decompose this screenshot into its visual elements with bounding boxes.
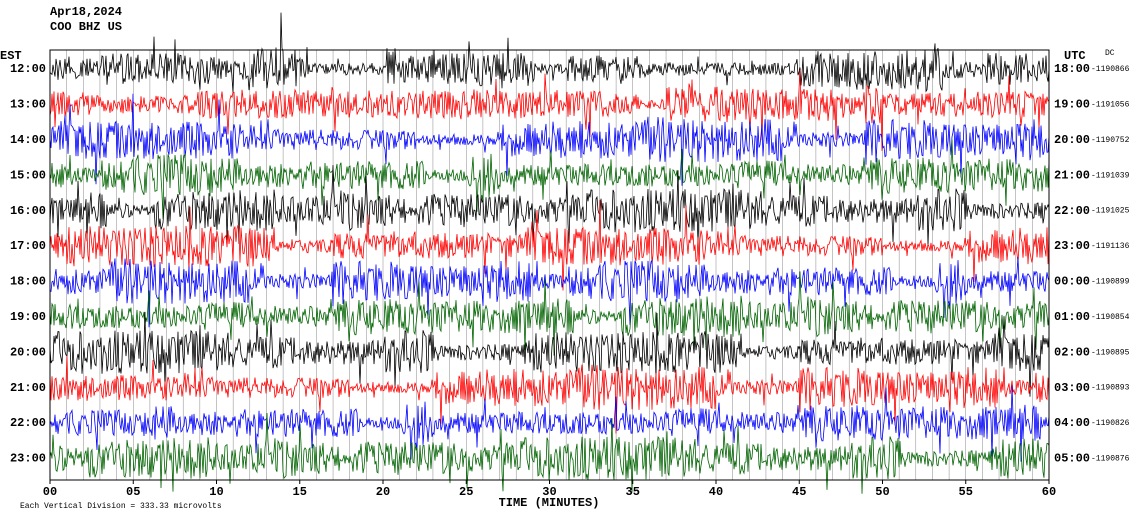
offset-label: -1190899 (1091, 278, 1130, 287)
trace (49, 356, 1050, 434)
offset-label: -1190752 (1091, 136, 1130, 145)
x-tick-label: 35 (626, 485, 640, 499)
est-label: 17:00 (10, 239, 46, 253)
x-tick-label: 30 (542, 485, 556, 499)
x-axis-title: TIME (MINUTES) (499, 496, 600, 510)
date: Apr18,2024 (50, 5, 122, 19)
utc-label: 21:00 (1054, 168, 1090, 182)
est-label: 21:00 (10, 381, 46, 395)
trace (49, 139, 1050, 219)
est-label: 23:00 (10, 452, 46, 466)
x-tick-label: 20 (376, 485, 390, 499)
utc-label: 05:00 (1054, 452, 1090, 466)
est-label: 19:00 (10, 310, 46, 324)
trace (49, 385, 1050, 462)
utc-label: 03:00 (1054, 381, 1090, 395)
utc-label: 02:00 (1054, 345, 1090, 359)
footer-note: Each Vertical Division = 333.33 microvol… (20, 502, 222, 511)
trace (49, 70, 1050, 151)
x-tick-label: 45 (792, 485, 806, 499)
x-tick-label: 10 (209, 485, 223, 499)
offset-label: -1190866 (1091, 65, 1130, 74)
trace (49, 271, 1050, 356)
trace (49, 12, 1050, 93)
offset-label: -1191136 (1091, 242, 1130, 251)
utc-label: 01:00 (1054, 310, 1090, 324)
offset-label: -1191025 (1091, 207, 1130, 216)
utc-label: 20:00 (1054, 133, 1090, 147)
x-tick-label: 50 (875, 485, 889, 499)
est-label: 20:00 (10, 345, 46, 359)
est-label: 12:00 (10, 62, 46, 76)
utc-label: 19:00 (1054, 98, 1090, 112)
est-label: 14:00 (10, 133, 46, 147)
est-label: 16:00 (10, 204, 46, 218)
utc-label: 23:00 (1054, 239, 1090, 253)
est-label: 15:00 (10, 168, 46, 182)
right-axis-label: UTC (1064, 49, 1086, 63)
utc-label: 22:00 (1054, 204, 1090, 218)
offset-label: -1191056 (1091, 101, 1130, 110)
est-label: 22:00 (10, 416, 46, 430)
offset-label: -1190895 (1091, 348, 1130, 357)
offset-label: -1191039 (1091, 171, 1130, 180)
x-tick-label: 15 (293, 485, 307, 499)
offset-label: -1190854 (1091, 313, 1130, 322)
x-tick-label: 60 (1042, 485, 1056, 499)
x-tick-label: 55 (959, 485, 973, 499)
utc-label: 18:00 (1054, 62, 1090, 76)
trace (49, 93, 1050, 186)
trace (49, 199, 1050, 291)
trace (49, 165, 1050, 247)
x-tick-label: 00 (43, 485, 57, 499)
x-tick-label: 25 (459, 485, 473, 499)
dc-label: DC (1105, 49, 1115, 58)
offset-label: -1190826 (1091, 419, 1130, 428)
utc-label: 00:00 (1054, 275, 1090, 289)
est-label: 13:00 (10, 98, 46, 112)
utc-label: 04:00 (1054, 416, 1090, 430)
trace (49, 257, 1050, 328)
est-label: 18:00 (10, 275, 46, 289)
x-tick-label: 40 (709, 485, 723, 499)
x-tick-label: 05 (126, 485, 140, 499)
trace (49, 412, 1050, 494)
station: COO BHZ US (50, 20, 122, 34)
trace (49, 311, 1050, 397)
offset-label: -1190876 (1091, 455, 1130, 464)
offset-label: -1190893 (1091, 384, 1130, 393)
left-axis-label: EST (0, 49, 22, 63)
